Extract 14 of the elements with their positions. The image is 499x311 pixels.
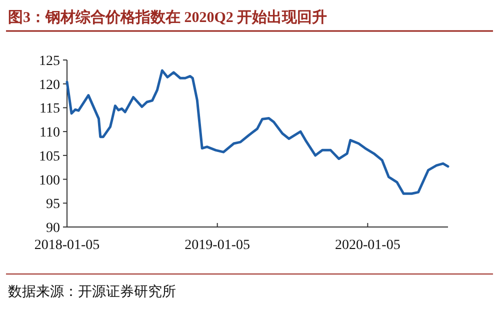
y-tick-label: 90 xyxy=(46,221,60,236)
y-tick-label: 115 xyxy=(40,102,60,117)
y-tick-label: 125 xyxy=(39,54,60,69)
x-tick-label: 2020-01-05 xyxy=(335,238,400,253)
y-tick-label: 95 xyxy=(46,197,60,212)
y-tick-label: 105 xyxy=(39,149,60,164)
source-note: 数据来源：开源证券研究所 xyxy=(8,284,176,300)
y-tick-label: 110 xyxy=(40,126,60,141)
line-series xyxy=(66,69,450,195)
y-tick-label: 100 xyxy=(39,173,60,188)
x-tick-label: 2019-01-05 xyxy=(184,238,250,253)
chart-title: 图3：钢材综合价格指数在 2020Q2 开始出现回升 xyxy=(8,9,328,26)
x-tick-label: 2018-01-05 xyxy=(34,238,100,253)
y-tick-label: 120 xyxy=(39,78,60,93)
